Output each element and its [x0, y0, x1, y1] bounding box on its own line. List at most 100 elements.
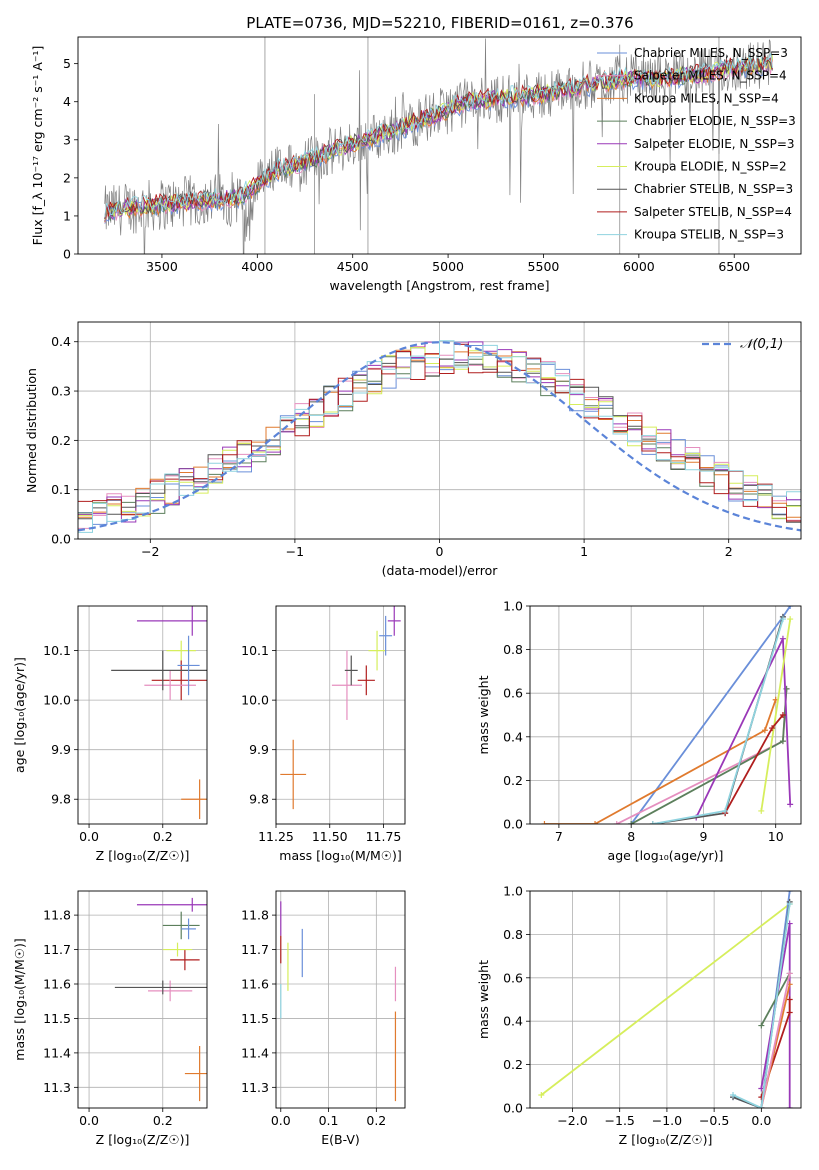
x-tick-label: 0.1 — [319, 1113, 339, 1128]
y-tick-label: 5 — [63, 56, 71, 71]
x-tick-label: 0.2 — [366, 1113, 386, 1128]
y-tick-label: 0.6 — [503, 686, 523, 701]
mass-weight-marker — [758, 807, 765, 814]
frame-mass_vs_EBV — [275, 890, 406, 1109]
mass-weight-marker — [779, 712, 786, 718]
x-tick-label: 6500 — [718, 259, 750, 274]
x-tick-label: −1 — [286, 544, 304, 559]
axes-age_vs_mass: 11.25 11.50 11.75 9.8 9.9 10.0 10.1 mass [log₁₀… — [241, 606, 405, 863]
mass-weight-marker — [628, 821, 635, 824]
y-axis-label: Flux [f_λ 10⁻¹⁷ erg cm⁻² s⁻¹ A⁻¹] — [30, 46, 45, 246]
y-tick-label: 11.7 — [241, 942, 269, 957]
y-tick-label: 1 — [63, 208, 71, 223]
y-tick-label: 1.0 — [503, 599, 523, 614]
x-tick-label: 7 — [555, 829, 563, 844]
y-tick-label: 0.2 — [503, 1057, 523, 1072]
legend-label: Salpeter MILES, N_SSP=4 — [634, 69, 787, 83]
figure-panels: 3500 4000 4500 5000 5500 6000 6500 0 1 2 3 4 5 wavele… — [12, 36, 802, 1147]
x-axis-label: mass [log₁₀(M/M☉)] — [279, 848, 401, 863]
y-tick-label: 9.8 — [51, 792, 71, 807]
y-tick-label: 0.8 — [503, 642, 523, 657]
axes-spectrum: 3500 4000 4500 5000 5500 6000 6500 0 1 2 3 4 5 wavele… — [30, 46, 750, 293]
mass-weight-marker — [758, 1105, 765, 1108]
frame-weight_vs_Z — [529, 890, 802, 1109]
y-tick-label: 11.3 — [43, 1080, 71, 1095]
mass-weight-line — [544, 699, 777, 824]
mass-weight-marker — [786, 996, 793, 1003]
spectrum-legend: Chabrier MILES, N_SSP=3 Salpeter MILES, N… — [597, 46, 796, 242]
mass-weight-marker — [722, 807, 729, 814]
y-tick-label: 11.5 — [241, 1011, 269, 1026]
x-tick-label: 3500 — [146, 259, 178, 274]
frame-age_vs_Z — [77, 605, 208, 825]
mass-weight-marker — [787, 801, 794, 808]
x-tick-label: 0.2 — [153, 1113, 173, 1128]
y-tick-label: 0.2 — [503, 773, 523, 788]
y-tick-label: 0 — [63, 247, 71, 262]
model-spectrum-line — [104, 55, 773, 221]
mass-weight-marker — [761, 727, 768, 734]
legend-label: Salpeter STELIB, N_SSP=4 — [634, 205, 792, 219]
legend-label: Chabrier ELODIE, N_SSP=3 — [634, 114, 796, 128]
axes-mass_vs_EBV: 0.0 0.1 0.2 11.3 11.4 11.5 11.6 11.7 11.8 E(B-V) — [241, 891, 405, 1147]
y-tick-label: 11.7 — [43, 942, 71, 957]
figure-title: PLATE=0736, MJD=52210, FIBERID=0161, z=0… — [246, 14, 633, 32]
x-axis-label: (data-model)/error — [382, 563, 499, 578]
mass-weight-marker — [649, 821, 656, 824]
x-axis-label: E(B-V) — [321, 1132, 360, 1147]
mass-weight-line — [760, 618, 792, 812]
y-tick-label: 2 — [63, 170, 71, 185]
mass-weight-marker — [730, 1091, 737, 1098]
mass-weight-marker — [538, 1091, 545, 1098]
x-tick-label: 6000 — [623, 259, 655, 274]
mass-weight-marker — [779, 635, 786, 642]
x-axis-label: Z [log₁₀(Z/Z☉)] — [619, 1132, 713, 1147]
y-tick-label: 10.0 — [43, 693, 71, 708]
y-tick-label: 0.4 — [51, 334, 71, 349]
y-tick-label: 1.0 — [503, 884, 523, 899]
x-axis-label: age [log₁₀(age/yr)] — [608, 848, 724, 863]
frame-residual_hist — [77, 321, 802, 540]
x-tick-label: 2 — [725, 544, 733, 559]
x-tick-label: 0 — [436, 544, 444, 559]
y-tick-label: 11.4 — [43, 1045, 71, 1060]
frame-mass_vs_Z — [77, 890, 208, 1109]
mass-weight-marker — [779, 616, 786, 623]
y-tick-label: 0.8 — [503, 927, 523, 942]
x-tick-label: 4000 — [241, 259, 273, 274]
x-tick-label: 0.2 — [153, 829, 173, 844]
y-tick-label: 0.0 — [503, 817, 523, 832]
y-tick-label: 11.3 — [241, 1080, 269, 1095]
mass-weight-marker — [541, 821, 548, 824]
x-tick-label: 1 — [580, 544, 588, 559]
x-tick-label: −1.5 — [605, 1113, 635, 1128]
x-tick-label: 0.0 — [79, 1113, 99, 1128]
y-tick-label: 11.8 — [241, 908, 269, 923]
mass-weight-marker — [786, 1105, 793, 1108]
y-tick-label: 11.6 — [43, 977, 71, 992]
y-tick-label: 0.3 — [51, 384, 71, 399]
x-tick-label: 8 — [627, 829, 635, 844]
axes-mass_vs_Z: 0.0 0.2 11.3 11.4 11.5 11.6 11.7 11.8 Z [log₁₀(Z… — [12, 891, 207, 1147]
x-tick-label: 5500 — [528, 259, 560, 274]
y-tick-label: 0.6 — [503, 970, 523, 985]
mass-weight-marker — [779, 738, 786, 745]
legend-label: Salpeter ELODIE, N_SSP=3 — [634, 137, 795, 151]
model-spectrum-line — [104, 53, 773, 218]
y-tick-label: 10.1 — [43, 643, 71, 658]
x-tick-label: 11.25 — [258, 829, 294, 844]
x-tick-label: 0.0 — [271, 1113, 291, 1128]
y-axis-label: age [log₁₀(age/yr)] — [12, 657, 27, 773]
legend-label: Kroupa STELIB, N_SSP=3 — [634, 228, 784, 242]
y-tick-label: 11.8 — [43, 908, 71, 923]
y-axis-label: Normed distribution — [24, 368, 39, 493]
legend-label: Chabrier STELIB, N_SSP=3 — [634, 182, 793, 196]
mass-weight-marker — [786, 1009, 793, 1016]
legend-label: Kroupa ELODIE, N_SSP=2 — [634, 160, 787, 174]
mass-weight-marker — [758, 1022, 765, 1029]
frame-age_vs_mass — [275, 605, 406, 825]
legend-label: Kroupa MILES, N_SSP=4 — [634, 91, 779, 105]
x-axis-label: Z [log₁₀(Z/Z☉)] — [96, 848, 190, 863]
x-axis-label: wavelength [Angstrom, rest frame] — [329, 278, 549, 293]
